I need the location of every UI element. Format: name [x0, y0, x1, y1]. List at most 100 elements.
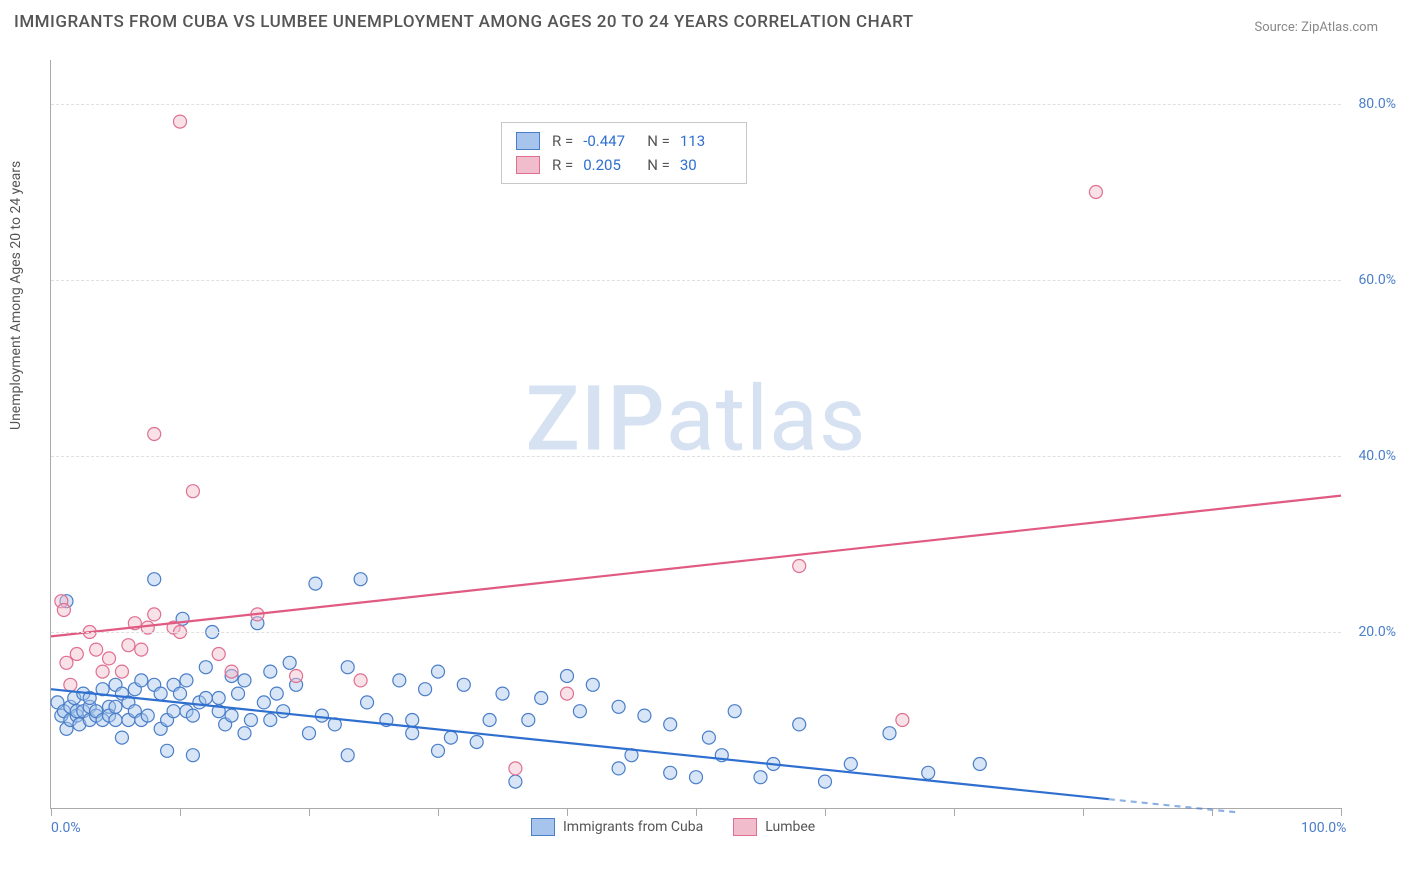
y-axis-label: Unemployment Among Ages 20 to 24 years [8, 161, 24, 430]
data-point [232, 687, 245, 700]
legend-stats-row: R = -0.447 N = 113 [516, 129, 732, 153]
data-point [64, 678, 77, 691]
x-tick-label: 0.0% [51, 820, 81, 836]
trend-line-extension [1109, 799, 1238, 812]
data-point [341, 749, 354, 762]
legend-item: Immigrants from Cuba [531, 818, 703, 836]
stat-n-label: N = [647, 156, 670, 174]
data-point [180, 674, 193, 687]
data-point [922, 766, 935, 779]
data-point [115, 665, 128, 678]
chart-title: IMMIGRANTS FROM CUBA VS LUMBEE UNEMPLOYM… [14, 12, 914, 32]
legend-swatch [516, 132, 540, 150]
data-point [148, 428, 161, 441]
data-point [509, 775, 522, 788]
data-point [315, 709, 328, 722]
data-point [109, 700, 122, 713]
data-point [174, 115, 187, 128]
x-tick-mark [1212, 808, 1213, 816]
x-tick-mark [567, 808, 568, 816]
stat-r-label: R = [552, 132, 573, 150]
data-point [819, 775, 832, 788]
data-point [212, 692, 225, 705]
data-point [238, 674, 251, 687]
data-point [638, 709, 651, 722]
x-tick-mark [696, 808, 697, 816]
data-point [1089, 186, 1102, 199]
data-point [154, 687, 167, 700]
data-point [96, 665, 109, 678]
data-point [793, 560, 806, 573]
legend-label: Lumbee [765, 819, 815, 835]
data-point [60, 656, 73, 669]
data-point [290, 670, 303, 683]
data-point [341, 661, 354, 674]
legend-label: Immigrants from Cuba [563, 819, 703, 835]
data-point [457, 678, 470, 691]
data-point [70, 648, 83, 661]
data-point [444, 731, 457, 744]
data-point [212, 648, 225, 661]
stat-r-value: 0.205 [583, 156, 635, 174]
data-point [793, 718, 806, 731]
data-point [754, 771, 767, 784]
y-tick-label: 20.0% [1358, 624, 1396, 640]
data-point [664, 718, 677, 731]
data-point [186, 709, 199, 722]
data-point [270, 687, 283, 700]
data-point [225, 709, 238, 722]
data-point [561, 670, 574, 683]
x-tick-label: 100.0% [1301, 820, 1346, 836]
data-point [90, 643, 103, 656]
source-credit: Source: ZipAtlas.com [1254, 20, 1378, 35]
data-point [199, 661, 212, 674]
data-point [148, 608, 161, 621]
x-tick-mark [825, 808, 826, 816]
data-point [167, 705, 180, 718]
stat-n-label: N = [647, 132, 670, 150]
data-point [496, 687, 509, 700]
trend-line [51, 496, 1341, 637]
data-point [141, 709, 154, 722]
y-tick-label: 80.0% [1358, 96, 1396, 112]
data-point [115, 731, 128, 744]
data-point [509, 762, 522, 775]
data-point [612, 762, 625, 775]
data-point [561, 687, 574, 700]
data-point [109, 714, 122, 727]
data-point [283, 656, 296, 669]
gridline [51, 632, 1341, 633]
stat-r-value: -0.447 [583, 132, 635, 150]
data-point [161, 744, 174, 757]
legend-stats-row: R =0.205N =30 [516, 153, 732, 177]
data-point [354, 573, 367, 586]
series-legend: Immigrants from Cuba Lumbee [531, 818, 815, 836]
data-point [57, 604, 70, 617]
data-point [612, 700, 625, 713]
data-point [122, 639, 135, 652]
data-point [361, 696, 374, 709]
data-point [690, 771, 703, 784]
stat-n-value: 30 [680, 156, 732, 174]
data-point [844, 758, 857, 771]
data-point [264, 665, 277, 678]
stat-n-value: 113 [680, 132, 732, 150]
x-tick-mark [309, 808, 310, 816]
data-point [135, 674, 148, 687]
x-tick-mark [180, 808, 181, 816]
data-point [896, 714, 909, 727]
data-point [309, 577, 322, 590]
data-point [432, 665, 445, 678]
data-point [238, 727, 251, 740]
x-tick-mark [51, 808, 52, 816]
data-point [186, 485, 199, 498]
data-point [419, 683, 432, 696]
data-point [244, 714, 257, 727]
data-point [522, 714, 535, 727]
data-point [257, 696, 270, 709]
data-point [702, 731, 715, 744]
data-point [432, 744, 445, 757]
gridline [51, 104, 1341, 105]
data-point [728, 705, 741, 718]
data-point [393, 674, 406, 687]
